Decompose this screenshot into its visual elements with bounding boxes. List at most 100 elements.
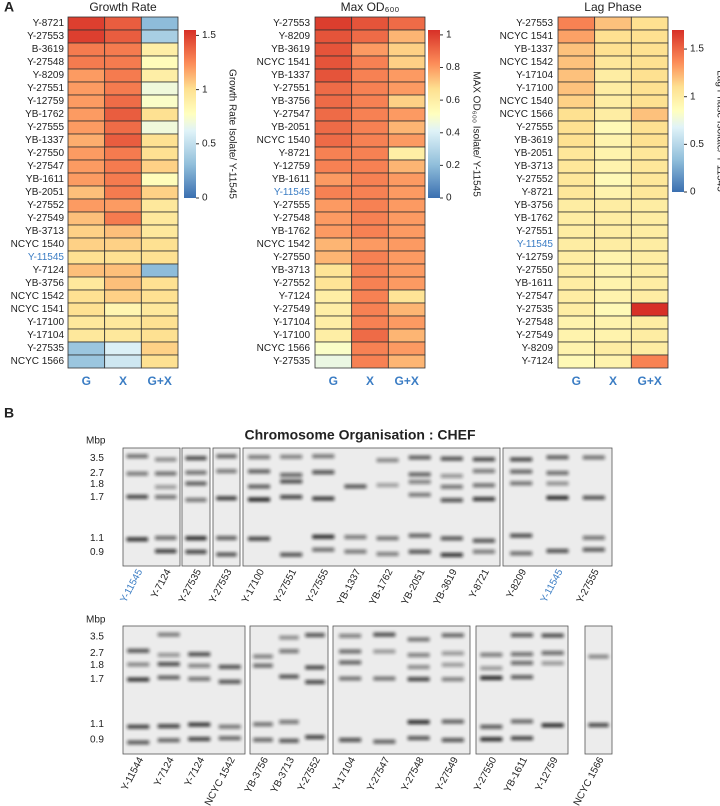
gel-band bbox=[218, 679, 241, 684]
gel-band bbox=[248, 484, 271, 489]
heatmap-cell bbox=[351, 29, 389, 44]
row-label: Y-27547 bbox=[27, 161, 64, 172]
marker-label: 0.9 bbox=[90, 547, 104, 558]
gel-band bbox=[155, 485, 177, 490]
heatmap-cell bbox=[557, 224, 596, 239]
lane-label: Y-11545 bbox=[119, 567, 146, 604]
heatmap-cell bbox=[140, 185, 179, 200]
gel-band bbox=[511, 633, 533, 638]
heatmap-cell bbox=[594, 120, 632, 135]
heatmap-cell bbox=[314, 250, 353, 265]
heatmap-cell bbox=[630, 42, 669, 57]
heatmap-cell bbox=[557, 133, 596, 148]
row-label: Y-27552 bbox=[273, 278, 310, 289]
gel-band bbox=[440, 498, 463, 503]
heatmap-cell bbox=[387, 146, 426, 161]
gel-band bbox=[127, 662, 150, 667]
heatmap-cell bbox=[351, 263, 389, 278]
heatmap-cell bbox=[594, 81, 632, 96]
colorbar-label: Lag Phase Isolate/ Y-11545 bbox=[714, 70, 720, 192]
heatmap-cell bbox=[630, 172, 669, 187]
heatmap-cell bbox=[557, 315, 596, 330]
heatmap-cell bbox=[594, 211, 632, 226]
heatmap-cell bbox=[67, 172, 106, 187]
lane-label: Y-27548 bbox=[400, 755, 427, 793]
heatmap-cell bbox=[104, 16, 142, 31]
gel-band bbox=[546, 548, 569, 553]
gel-band bbox=[126, 454, 148, 459]
heatmap-cell bbox=[557, 159, 596, 174]
gel-band bbox=[218, 736, 241, 741]
row-label: YB-3756 bbox=[271, 96, 310, 107]
heatmap-cell bbox=[140, 16, 179, 31]
heatmap-cell bbox=[67, 237, 106, 252]
heatmap-cell bbox=[104, 172, 142, 187]
gel-band bbox=[126, 537, 148, 542]
gel-band bbox=[441, 719, 464, 724]
heatmap-cell bbox=[104, 198, 142, 213]
gel-band bbox=[216, 454, 237, 459]
heatmap-cell bbox=[594, 94, 632, 109]
lane-label: Y-27555 bbox=[304, 567, 331, 605]
heatmap-cell bbox=[557, 172, 596, 187]
heatmap-cell bbox=[557, 211, 596, 226]
row-label: Y-27550 bbox=[273, 252, 310, 263]
heatmap-cell bbox=[630, 250, 669, 265]
row-label: Y-27551 bbox=[27, 83, 64, 94]
heatmap-cell bbox=[594, 315, 632, 330]
gel-band bbox=[127, 724, 150, 729]
column-label: G+X bbox=[637, 374, 661, 388]
gel-band bbox=[312, 496, 335, 501]
gel-band bbox=[510, 551, 533, 556]
gel-band bbox=[546, 455, 569, 460]
row-label: YB-3756 bbox=[25, 278, 64, 289]
heatmap-cell bbox=[630, 159, 669, 174]
marker-label: 1.7 bbox=[90, 674, 104, 685]
heatmap-cell bbox=[387, 81, 426, 96]
heatmap-cell bbox=[557, 146, 596, 161]
heatmap-cell bbox=[67, 276, 106, 291]
heatmap-cell bbox=[104, 29, 142, 44]
heatmap-cell bbox=[67, 42, 106, 57]
heatmap-cell bbox=[314, 276, 353, 291]
heatmap-cell bbox=[67, 29, 106, 44]
gel-band bbox=[280, 479, 303, 484]
gel-band bbox=[344, 535, 367, 540]
row-label: Y-8209 bbox=[522, 343, 554, 354]
lane-label: Y-11544 bbox=[120, 755, 147, 792]
row-label: Y-17100 bbox=[273, 330, 310, 341]
heatmap-cell bbox=[314, 328, 353, 343]
gel-band bbox=[408, 472, 431, 477]
row-label: Y-17100 bbox=[27, 317, 64, 328]
gel-band bbox=[157, 632, 180, 637]
heatmap-cell bbox=[630, 341, 669, 356]
gel-band bbox=[408, 533, 431, 538]
heatmap-cell bbox=[557, 29, 596, 44]
row-label: Y-27547 bbox=[516, 291, 553, 302]
heatmap-cell bbox=[314, 354, 353, 369]
heatmap-cell bbox=[387, 107, 426, 122]
colorbar-label: Growth Rate Isolate/ Y-11545 bbox=[226, 69, 237, 199]
gel-band bbox=[511, 652, 533, 657]
gel-image bbox=[122, 447, 181, 567]
lane-label: Y-27547 bbox=[365, 755, 392, 793]
heatmap-cell bbox=[387, 120, 426, 135]
marker-label: 2.7 bbox=[90, 648, 104, 659]
row-label: YB-1337 bbox=[271, 70, 310, 81]
gel-band bbox=[279, 649, 299, 654]
gel-band bbox=[188, 676, 211, 681]
marker-label: 1.8 bbox=[90, 479, 104, 490]
gel-band bbox=[376, 458, 399, 463]
gel-band bbox=[408, 492, 431, 497]
lane-label: Y-8721 bbox=[467, 567, 492, 600]
heatmap-cell bbox=[67, 354, 106, 369]
heatmap-cell bbox=[67, 133, 106, 148]
row-label: YB-1611 bbox=[26, 174, 65, 185]
gel-band bbox=[127, 677, 150, 682]
row-label: YB-3756 bbox=[514, 200, 553, 211]
gel-band bbox=[188, 737, 211, 742]
heatmap-cell bbox=[314, 302, 353, 317]
column-label: G bbox=[82, 374, 91, 388]
row-label: Y-7124 bbox=[33, 265, 65, 276]
gel-image bbox=[249, 625, 329, 755]
